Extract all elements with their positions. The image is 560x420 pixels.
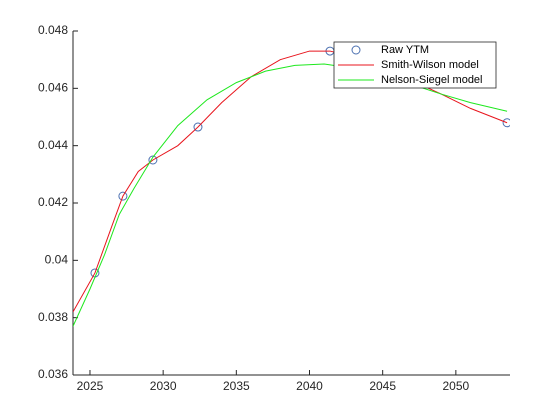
x-tick-label: 2040: [296, 379, 323, 393]
x-tick-label: 2030: [150, 379, 177, 393]
data-point: [193, 122, 203, 132]
legend-label: Smith-Wilson model: [381, 59, 479, 71]
legend-label: Nelson-Siegel model: [381, 74, 483, 86]
y-tick-label: 0.048: [38, 23, 68, 37]
x-tick-label: 2025: [77, 379, 104, 393]
data-point: [148, 155, 158, 165]
y-tick-label: 0.04: [45, 253, 69, 267]
y-tick-label: 0.042: [38, 195, 68, 209]
data-point: [118, 191, 128, 201]
x-tick-label: 2050: [442, 379, 469, 393]
legend: Raw YTM Smith-Wilson model Nelson-Siegel m…: [333, 41, 497, 89]
y-tick-label: 0.044: [38, 138, 68, 152]
legend-label: Raw YTM: [381, 44, 429, 56]
legend-marker: [351, 45, 361, 55]
y-tick-label: 0.038: [38, 310, 68, 324]
data-point: [502, 118, 510, 128]
x-tick-label: 2035: [223, 379, 250, 393]
y-tick-label: 0.046: [38, 81, 68, 95]
x-tick-label: 2045: [369, 379, 396, 393]
y-tick-label: 0.036: [38, 367, 68, 381]
